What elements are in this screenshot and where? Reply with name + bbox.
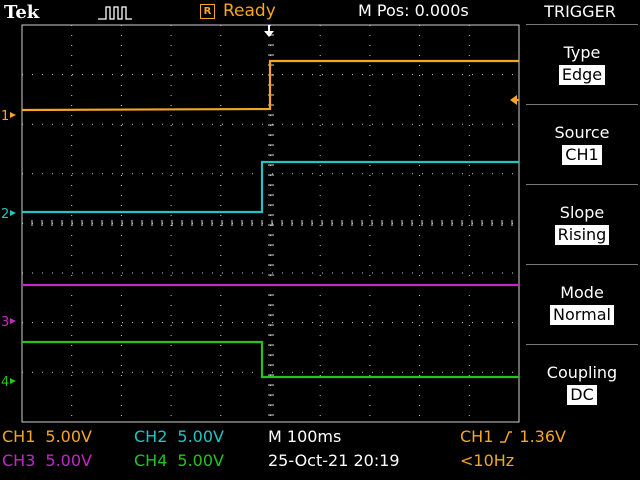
menu-item-label: Coupling: [546, 363, 618, 382]
graticule: [21, 24, 520, 423]
channel-name: CH2: [134, 427, 168, 446]
channel-scale: 5.00V: [177, 427, 224, 446]
menu-item-value: Normal: [550, 305, 614, 325]
ch2-readout: CH2 5.00V: [134, 427, 234, 446]
menu-item-value: Edge: [558, 65, 606, 85]
run-state-icon: R: [200, 3, 215, 19]
menu-title: TRIGGER: [544, 2, 616, 21]
ch1-trace: [21, 59, 519, 112]
ch1-readout: CH1 5.00V: [2, 427, 102, 446]
ch2-trace: [22, 160, 519, 214]
brand-logo: Tek: [4, 2, 40, 23]
channel-scale: 5.00V: [177, 451, 224, 470]
channel-marker-arrow: [10, 210, 16, 216]
channel-marker-arrow: [10, 318, 16, 324]
trigger-position-marker[interactable]: [264, 31, 274, 37]
run-state: R Ready: [200, 1, 276, 21]
menu-item-coupling[interactable]: Coupling DC: [526, 344, 638, 421]
trigger-menu: TRIGGER Type Edge Source CH1 Slope Risin…: [520, 0, 640, 480]
menu-item-source[interactable]: Source CH1: [526, 104, 638, 181]
horizontal-position: M Pos: 0.000s: [358, 1, 469, 20]
menu-item-type[interactable]: Type Edge: [526, 24, 638, 101]
channel-marker-label: 3: [1, 315, 9, 330]
channel-marker-arrow: [10, 112, 16, 118]
trigger-source: CH1: [460, 427, 494, 446]
channel-markers: 1 2 3 4: [1, 109, 16, 390]
menu-item-label: Type: [563, 43, 601, 62]
channel-marker-label: 4: [1, 375, 9, 390]
run-state-label: Ready: [223, 1, 276, 21]
channel-scale: 5.00V: [45, 427, 92, 446]
channel-name: CH1: [2, 427, 36, 446]
channel-marker-label: 2: [1, 207, 9, 222]
ch4-readout: CH4 5.00V: [134, 451, 234, 470]
timebase-readout: M 100ms: [268, 427, 342, 446]
ch3-readout: CH3 5.00V: [2, 451, 102, 470]
channel-marker-arrow: [10, 378, 16, 384]
trigger-readout: CH1 1.36V: [460, 427, 576, 446]
status-bar: Tek R Ready M Pos: 0.000s: [0, 0, 520, 24]
channel-name: CH4: [134, 451, 168, 470]
pulse-train-icon: [98, 6, 132, 20]
menu-item-label: Mode: [560, 283, 604, 302]
channel-marker-label: 1: [1, 109, 9, 124]
menu-item-slope[interactable]: Slope Rising: [526, 184, 638, 261]
rising-edge-icon: [500, 431, 513, 443]
trigger-level: 1.36V: [519, 427, 566, 446]
menu-item-label: Slope: [559, 203, 605, 222]
menu-item-value: CH1: [562, 145, 602, 165]
trigger-frequency: <10Hz: [460, 451, 515, 470]
menu-item-mode[interactable]: Mode Normal: [526, 264, 638, 341]
trigger-level-marker[interactable]: [510, 95, 517, 105]
readout-bar: CH1 5.00V CH2 5.00V CH3 5.00V CH4 5.00V M 10…: [0, 424, 640, 480]
trigger-markers: [264, 25, 519, 105]
channel-name: CH3: [2, 451, 36, 470]
menu-item-label: Source: [554, 123, 610, 142]
menu-item-value: Rising: [554, 225, 610, 245]
waveform-traces: [21, 59, 519, 379]
menu-item-value: DC: [567, 385, 597, 405]
channel-scale: 5.00V: [45, 451, 92, 470]
datetime-readout: 25-Oct-21 20:19: [268, 451, 400, 470]
waveform-display[interactable]: 1 2 3 4: [0, 24, 520, 424]
ch4-trace: [22, 340, 519, 379]
